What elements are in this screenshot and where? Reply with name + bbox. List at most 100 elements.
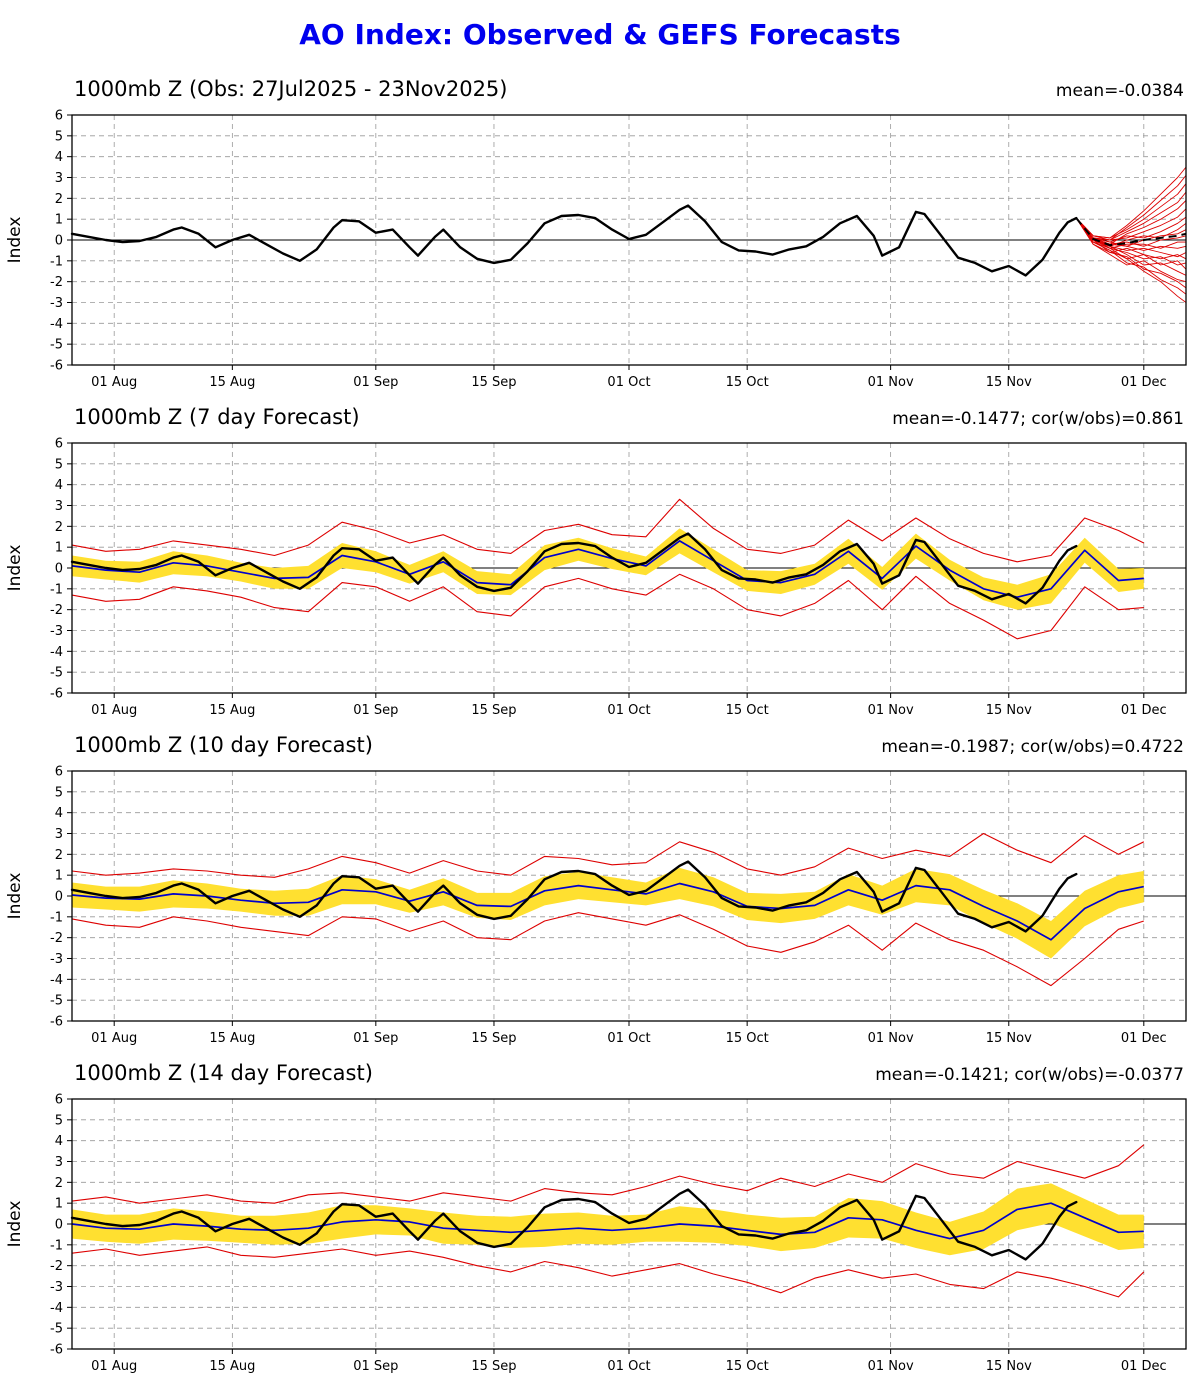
svg-text:Index: Index <box>5 217 25 264</box>
svg-text:-2: -2 <box>50 1259 63 1274</box>
svg-text:1: 1 <box>55 541 63 556</box>
svg-text:01 Aug: 01 Aug <box>91 1031 137 1046</box>
svg-text:1: 1 <box>55 869 63 884</box>
svg-text:1: 1 <box>55 213 63 228</box>
svg-text:2: 2 <box>55 1176 63 1191</box>
svg-text:01 Nov: 01 Nov <box>868 1031 914 1046</box>
svg-text:01 Sep: 01 Sep <box>353 703 398 718</box>
svg-text:5: 5 <box>55 785 63 800</box>
svg-text:-4: -4 <box>50 973 63 988</box>
svg-text:0: 0 <box>55 562 63 577</box>
svg-text:6: 6 <box>55 1093 63 1108</box>
svg-text:3: 3 <box>55 827 63 842</box>
svg-text:5: 5 <box>55 129 63 144</box>
svg-text:01 Oct: 01 Oct <box>607 703 650 718</box>
svg-text:15 Nov: 15 Nov <box>986 1031 1032 1046</box>
svg-text:15 Nov: 15 Nov <box>986 703 1032 718</box>
svg-text:01 Dec: 01 Dec <box>1121 375 1167 390</box>
svg-text:-6: -6 <box>50 359 63 374</box>
svg-text:4: 4 <box>55 150 63 165</box>
svg-text:3: 3 <box>55 1155 63 1170</box>
panel-7day-header: 1000mb Z (7 day Forecast) mean=-0.1477; … <box>74 405 1184 435</box>
svg-text:-5: -5 <box>50 994 63 1009</box>
svg-text:2: 2 <box>55 192 63 207</box>
chart-svg-1: 01 Aug 15 Aug 01 Sep 15 Sep 01 Oct 15 Oct 01 N… <box>5 437 1187 718</box>
svg-text:01 Dec: 01 Dec <box>1121 1359 1167 1374</box>
svg-text:3: 3 <box>55 171 63 186</box>
svg-text:0: 0 <box>55 1218 63 1233</box>
svg-text:01 Oct: 01 Oct <box>607 1359 650 1374</box>
plot-10day-forecast: 01 Aug 15 Aug 01 Sep 15 Sep 01 Oct 15 Oct 01 N… <box>0 763 1200 1055</box>
svg-text:6: 6 <box>55 765 63 780</box>
svg-text:-4: -4 <box>50 1301 63 1316</box>
svg-text:0: 0 <box>55 234 63 249</box>
svg-text:01 Nov: 01 Nov <box>868 703 914 718</box>
svg-text:01 Nov: 01 Nov <box>868 1359 914 1374</box>
panel-7day-title: 1000mb Z (7 day Forecast) <box>74 405 360 429</box>
plot-7day-forecast: 01 Aug 15 Aug 01 Sep 15 Sep 01 Oct 15 Oct 01 N… <box>0 435 1200 727</box>
svg-text:6: 6 <box>55 109 63 124</box>
svg-text:1: 1 <box>55 1197 63 1212</box>
panel-10day-forecast: 1000mb Z (10 day Forecast) mean=-0.1987;… <box>0 733 1200 1055</box>
panel-14day-forecast: 1000mb Z (14 day Forecast) mean=-0.1421;… <box>0 1061 1200 1383</box>
svg-text:15 Sep: 15 Sep <box>471 1031 516 1046</box>
svg-text:01 Nov: 01 Nov <box>868 375 914 390</box>
svg-text:01 Aug: 01 Aug <box>91 1359 137 1374</box>
panel-observed: 1000mb Z (Obs: 27Jul2025 - 23Nov2025) me… <box>0 77 1200 399</box>
svg-text:15 Aug: 15 Aug <box>209 375 255 390</box>
svg-text:4: 4 <box>55 806 63 821</box>
panel-14day-stats: mean=-0.1421; cor(w/obs)=-0.0377 <box>875 1065 1184 1085</box>
svg-text:01 Sep: 01 Sep <box>353 1031 398 1046</box>
chart-svg-2: 01 Aug 15 Aug 01 Sep 15 Sep 01 Oct 15 Oct 01 N… <box>5 765 1187 1046</box>
panel-observed-stats: mean=-0.0384 <box>1055 81 1184 101</box>
svg-text:6: 6 <box>55 437 63 452</box>
svg-text:15 Nov: 15 Nov <box>986 1359 1032 1374</box>
svg-text:15 Oct: 15 Oct <box>726 703 769 718</box>
svg-text:-1: -1 <box>50 582 63 597</box>
svg-text:4: 4 <box>55 1134 63 1149</box>
panel-14day-header: 1000mb Z (14 day Forecast) mean=-0.1421;… <box>74 1061 1184 1091</box>
panel-observed-title: 1000mb Z (Obs: 27Jul2025 - 23Nov2025) <box>74 77 508 101</box>
panel-14day-title: 1000mb Z (14 day Forecast) <box>74 1061 373 1085</box>
svg-text:15 Sep: 15 Sep <box>471 375 516 390</box>
svg-text:-2: -2 <box>50 603 63 618</box>
svg-text:-4: -4 <box>50 645 63 660</box>
svg-text:-5: -5 <box>50 338 63 353</box>
plot-observed: 01 Aug 15 Aug 01 Sep 15 Sep 01 Oct 15 Oct 01 N… <box>0 107 1200 399</box>
svg-text:3: 3 <box>55 499 63 514</box>
svg-text:-2: -2 <box>50 275 63 290</box>
figure: AO Index: Observed & GEFS Forecasts 1000… <box>0 18 1200 1383</box>
svg-text:2: 2 <box>55 520 63 535</box>
panel-10day-title: 1000mb Z (10 day Forecast) <box>74 733 373 757</box>
svg-text:-6: -6 <box>50 687 63 702</box>
svg-text:-1: -1 <box>50 910 63 925</box>
svg-text:-3: -3 <box>50 624 63 639</box>
plot-14day-forecast: 01 Aug 15 Aug 01 Sep 15 Sep 01 Oct 15 Oct 01 N… <box>0 1091 1200 1383</box>
svg-text:01 Aug: 01 Aug <box>91 375 137 390</box>
svg-text:-1: -1 <box>50 1238 63 1253</box>
svg-text:-4: -4 <box>50 317 63 332</box>
svg-text:Index: Index <box>5 873 25 920</box>
svg-text:-3: -3 <box>50 1280 63 1295</box>
svg-text:-3: -3 <box>50 952 63 967</box>
svg-text:15 Sep: 15 Sep <box>471 1359 516 1374</box>
svg-text:15 Sep: 15 Sep <box>471 703 516 718</box>
svg-text:5: 5 <box>55 457 63 472</box>
svg-text:-5: -5 <box>50 1322 63 1337</box>
svg-text:4: 4 <box>55 478 63 493</box>
panel-10day-header: 1000mb Z (10 day Forecast) mean=-0.1987;… <box>74 733 1184 763</box>
panel-10day-stats: mean=-0.1987; cor(w/obs)=0.4722 <box>881 737 1184 757</box>
svg-text:15 Oct: 15 Oct <box>726 1359 769 1374</box>
svg-text:15 Aug: 15 Aug <box>209 703 255 718</box>
chart-svg-0: 01 Aug 15 Aug 01 Sep 15 Sep 01 Oct 15 Oct 01 N… <box>5 109 1187 390</box>
svg-text:5: 5 <box>55 1113 63 1128</box>
panel-7day-forecast: 1000mb Z (7 day Forecast) mean=-0.1477; … <box>0 405 1200 727</box>
svg-text:15 Nov: 15 Nov <box>986 375 1032 390</box>
svg-text:-5: -5 <box>50 666 63 681</box>
svg-text:15 Oct: 15 Oct <box>726 1031 769 1046</box>
svg-text:01 Sep: 01 Sep <box>353 375 398 390</box>
svg-text:2: 2 <box>55 848 63 863</box>
svg-text:-3: -3 <box>50 296 63 311</box>
svg-text:01 Dec: 01 Dec <box>1121 703 1167 718</box>
panel-7day-stats: mean=-0.1477; cor(w/obs)=0.861 <box>892 409 1184 429</box>
